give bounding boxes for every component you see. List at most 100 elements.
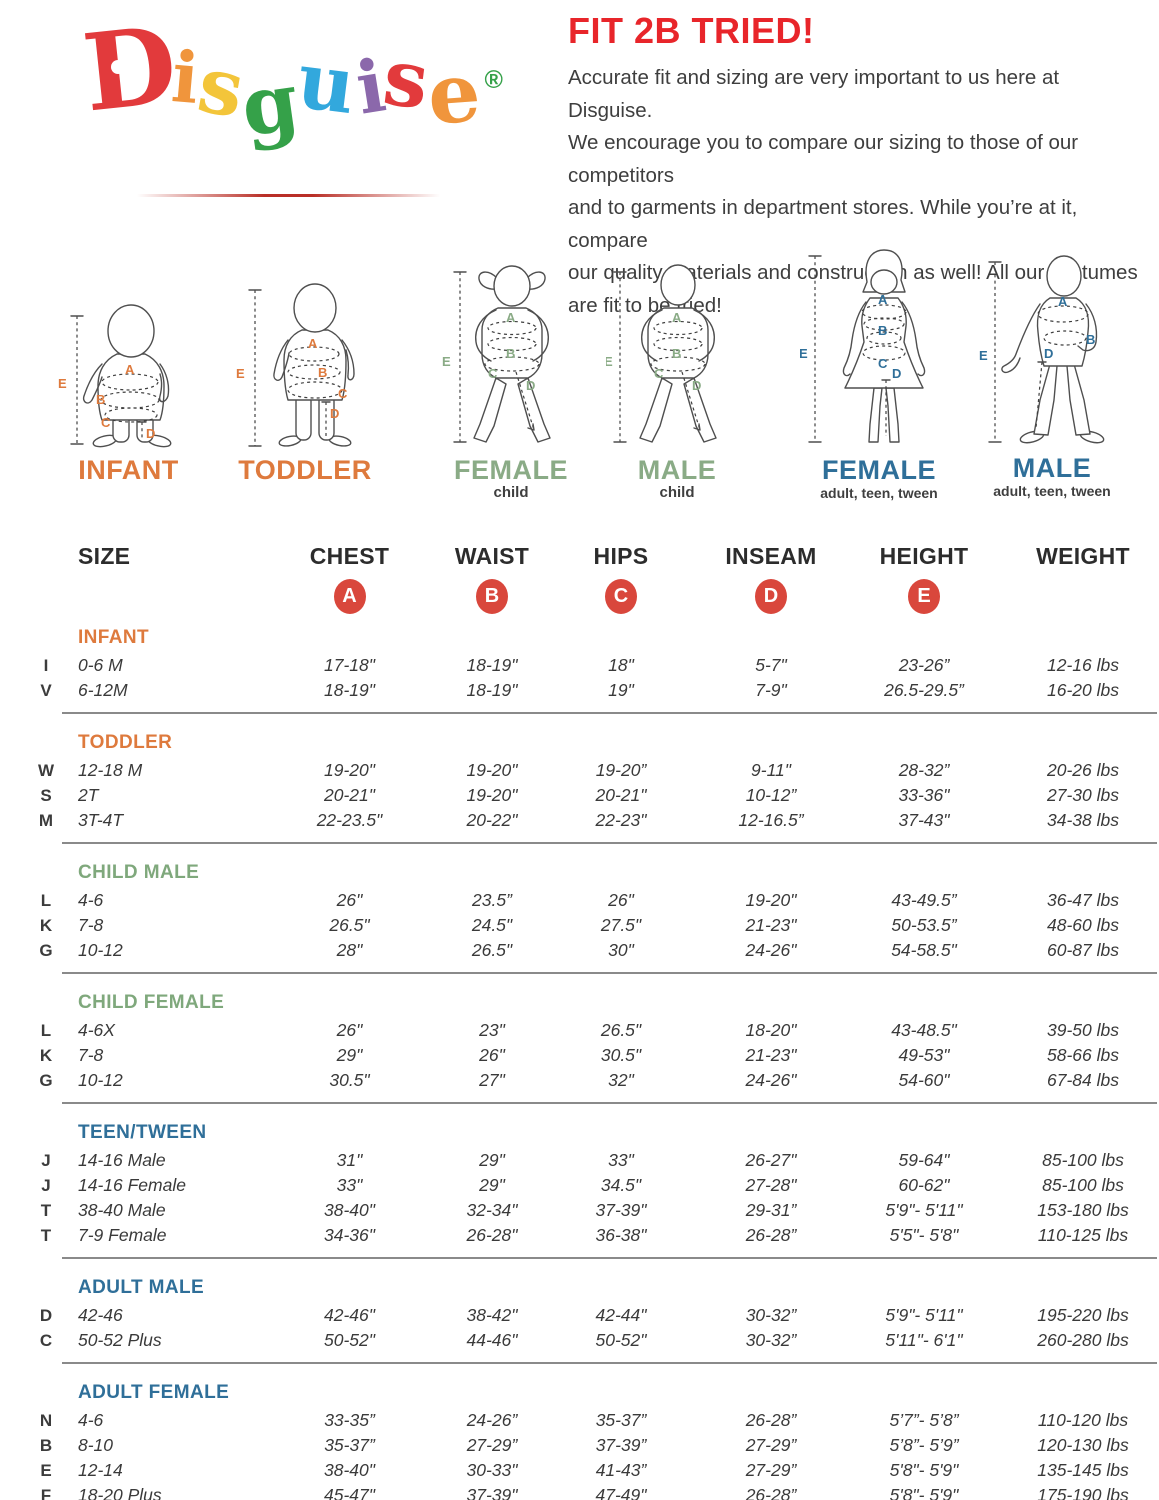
cell-weight: 110-125 lbs (1037, 1225, 1129, 1245)
cell-height: 5'5"- 5'8" (889, 1225, 959, 1245)
cell-chest: 18-19" (324, 680, 375, 700)
cell-hips: 20-21" (595, 785, 647, 805)
row-code: D (39, 1305, 53, 1325)
cell-hips: 22-23" (595, 810, 647, 830)
cell-chest: 30.5" (329, 1070, 370, 1090)
cell-hips: 36-38" (595, 1225, 647, 1245)
cell-weight: 120-130 lbs (1037, 1435, 1129, 1455)
cell-height: 5'8"- 5'9" (889, 1485, 959, 1500)
cell-waist: 19-20" (466, 785, 518, 805)
table-row: J 14-16 Female 33" 29" 34.5" 27-28" 60-62" 85-1… (30, 1173, 1159, 1198)
row-code: S (40, 785, 52, 805)
cell-weight: 153-180 lbs (1037, 1200, 1129, 1220)
table-row: W 12-18 M 19-20" 19-20" 19-20” 9-11" 28-32” 20-… (30, 758, 1159, 783)
cell-inseam: 12-16.5” (738, 810, 804, 830)
cell-hips: 42-44" (595, 1305, 647, 1325)
cell-weight: 34-38 lbs (1047, 810, 1119, 830)
cell-chest: 22-23.5" (316, 810, 383, 830)
cell-waist: 23.5” (472, 890, 512, 910)
cell-waist: 26.5" (471, 940, 513, 960)
figure-label: MALE (1012, 453, 1092, 483)
row-code: V (40, 680, 52, 700)
cell-waist: 44-46" (466, 1330, 518, 1350)
figure-toddler: E A B C D TODDLER (230, 278, 380, 485)
measure-letter-C: C (654, 366, 664, 381)
cell-waist: 27-29” (466, 1435, 518, 1455)
measure-letter-C: C (101, 415, 111, 430)
cell-waist: 29" (479, 1150, 505, 1170)
column-header-weight: WEIGHT (1036, 542, 1130, 569)
measure-letter-E: E (800, 346, 808, 361)
cell-hips: 26" (608, 890, 634, 910)
table-row: B 8-10 35-37” 27-29” 37-39” 27-29” 5’8”- 5’9” 1… (30, 1433, 1159, 1458)
measure-badge-E: E (908, 578, 940, 614)
section-title: INFANT (78, 627, 150, 648)
table-row: K 7-8 26.5" 24.5" 27.5" 21-23" 50-53.5” 48-60 l… (30, 913, 1159, 938)
measure-letter-A: A (125, 362, 135, 377)
page-title: FIT 2B TRIED! (568, 10, 815, 51)
intro-text-line: our quality materials and construction a… (568, 261, 1138, 284)
row-code: W (37, 760, 55, 780)
measure-letter-B: B (96, 392, 105, 407)
cell-inseam: 24-26" (745, 1070, 797, 1090)
column-header-height: HEIGHT (879, 542, 969, 569)
cell-waist: 38-42" (466, 1305, 518, 1325)
row-size: 6-12M (78, 680, 128, 700)
section-header-row: TODDLER (30, 723, 1159, 758)
cell-weight: 85-100 lbs (1042, 1175, 1124, 1195)
table-header-row: SIZE CHEST WAIST HIPS INSEAM HEIGHT WEIG… (30, 538, 1159, 574)
cell-inseam: 27-28" (745, 1175, 797, 1195)
cell-inseam: 5-7" (755, 655, 787, 675)
intro-block: FIT 2B TRIED! Accurate fit and sizing ar… (568, 10, 1143, 322)
intro-text-line: and to garments in department stores. Wh… (568, 196, 1078, 252)
registered-trademark-icon: ® (484, 66, 503, 94)
table-row: F 18-20 Plus 45-47" 37-39" 47-49" 26-28” 5'8"-… (30, 1483, 1159, 1500)
cell-hips: 18" (608, 655, 634, 675)
section-separator (62, 1102, 1157, 1104)
cell-height: 43-49.5” (891, 890, 957, 910)
row-size: 10-12 (78, 1070, 123, 1090)
cell-chest: 31" (336, 1150, 363, 1170)
cell-waist: 18-19" (466, 680, 518, 700)
measure-letter-B: B (672, 346, 681, 361)
measure-letter-B: B (878, 323, 887, 338)
row-code: B (39, 1435, 53, 1455)
measure-letter-B: B (318, 365, 327, 380)
column-header-chest: CHEST (309, 542, 390, 569)
cell-chest: 29" (336, 1045, 363, 1065)
cell-height: 5’7”- 5’8” (889, 1410, 959, 1430)
toddler-body-diagram: E A B C D (236, 283, 355, 447)
cell-height: 59-64" (898, 1150, 950, 1170)
figure-label: FEMALE (454, 455, 568, 485)
row-size: 12-18 M (78, 760, 143, 780)
cell-waist: 26" (479, 1045, 505, 1065)
table-row: C 50-52 Plus 50-52" 44-46" 50-52" 30-32” 5'11"… (30, 1328, 1159, 1353)
row-size: 7-8 (78, 1045, 104, 1065)
cell-inseam: 18-20" (745, 1020, 797, 1040)
row-code: G (39, 940, 53, 960)
cell-waist: 24.5" (471, 915, 513, 935)
cell-inseam: 19-20" (745, 890, 797, 910)
section-header-row: INFANT (30, 618, 1159, 653)
cell-weight: 135-145 lbs (1037, 1460, 1129, 1480)
figure-label: MALE (637, 455, 717, 485)
row-size: 10-12 (78, 940, 123, 960)
table-row: G 10-12 28" 26.5" 30" 24-26" 54-58.5" 60-87 lbs (30, 938, 1159, 963)
cell-inseam: 29-31” (745, 1200, 797, 1220)
measure-badge-C: C (605, 578, 637, 614)
cell-inseam: 10-12” (745, 785, 797, 805)
cell-height: 28-32” (898, 760, 950, 780)
cell-weight: 39-50 lbs (1047, 1020, 1119, 1040)
cell-hips: 19-20” (595, 760, 647, 780)
row-size: 14-16 Male (78, 1150, 166, 1170)
row-size: 7-9 Female (78, 1225, 167, 1245)
cell-weight: 175-190 lbs (1037, 1485, 1129, 1500)
cell-chest: 26" (336, 1020, 363, 1040)
section-separator (62, 712, 1157, 714)
cell-waist: 20-22" (466, 810, 518, 830)
row-code: T (40, 1225, 52, 1245)
table-row: N 4-6 33-35” 24-26” 35-37” 26-28” 5’7”- 5’8” 11… (30, 1408, 1159, 1433)
cell-inseam: 30-32” (745, 1305, 797, 1325)
row-code: M (38, 810, 54, 830)
cell-height: 23-26” (898, 655, 950, 675)
